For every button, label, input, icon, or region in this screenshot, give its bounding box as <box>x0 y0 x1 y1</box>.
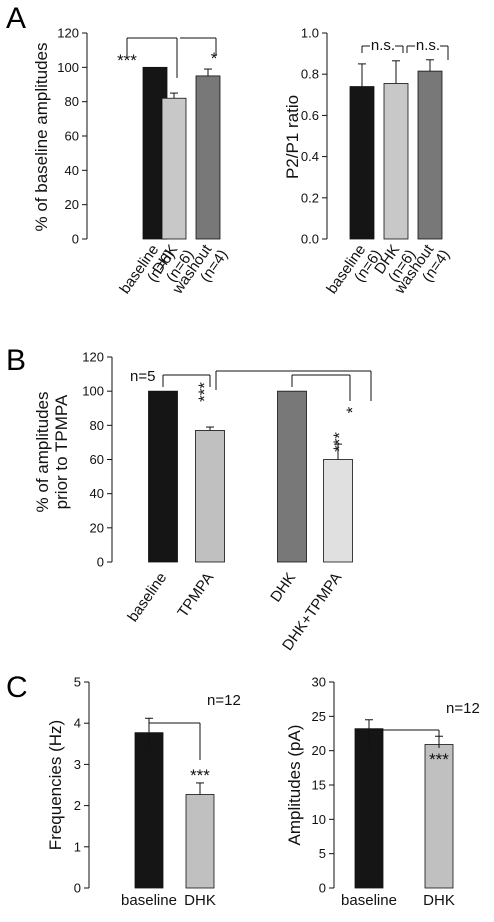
y-axis-label-line: prior to TPMPA <box>52 394 71 509</box>
annotation-text: n=5 <box>130 368 155 385</box>
y-axis-label-line: % of amplitudes <box>33 392 52 513</box>
y-tick-label: 15 <box>312 778 326 793</box>
y-axis-label: P2/P1 ratio <box>283 95 302 179</box>
panel-label-b: B <box>6 344 26 377</box>
x-category-label: DHK <box>267 570 299 606</box>
y-tick-label: 0.0 <box>301 232 319 247</box>
y-tick-label: 0 <box>97 555 104 570</box>
bar <box>185 794 215 889</box>
x-category-label-line: baseline <box>124 570 170 626</box>
y-tick-label: 3 <box>74 757 81 772</box>
chart-c1: 0 1 2 3 4 5 Frequencies (Hz) baseline DHK n=12 *** <box>46 675 241 910</box>
y-axis-label: % of amplitudesprior to TPMPA <box>33 392 71 513</box>
y-axis-label: % of baseline amplitudes <box>32 42 51 231</box>
y-axis-label-line: Frequencies (Hz) <box>46 720 65 850</box>
y-tick-label: 2 <box>74 798 81 813</box>
x-category-label-line: DHK <box>267 570 299 606</box>
x-category-label: baseline <box>121 892 177 909</box>
bar <box>195 75 221 240</box>
y-tick-label: 4 <box>74 716 81 731</box>
significance-stars: *** <box>330 432 349 452</box>
panel-label-a: A <box>6 2 26 35</box>
chart-a2: 0.00.20.40.60.81.0P2/P1 ratiobaseline(n=… <box>283 26 453 298</box>
bar <box>148 390 178 563</box>
y-axis-label: Frequencies (Hz) <box>46 720 65 850</box>
y-tick-label: 1 <box>74 839 81 854</box>
y-tick-label: 20 <box>312 743 326 758</box>
bar <box>424 744 454 889</box>
y-tick-label: 25 <box>312 709 326 724</box>
annotation-text: n.s. <box>416 37 440 54</box>
annotation-text: n.s. <box>371 37 395 54</box>
y-tick-label: 120 <box>82 350 104 365</box>
bar <box>195 430 225 563</box>
x-category-label: baseline <box>341 892 397 909</box>
annotation-text: n=12 <box>207 692 241 709</box>
bar <box>354 728 384 889</box>
bar <box>161 97 187 240</box>
x-category-label: DHK <box>184 892 216 909</box>
y-tick-label: 20 <box>65 197 79 212</box>
bar <box>134 732 164 889</box>
y-tick-label: 0 <box>319 881 326 896</box>
significance-stars: *** <box>190 766 210 785</box>
bar <box>277 390 307 563</box>
y-tick-label: 60 <box>65 129 79 144</box>
y-tick-label: 10 <box>312 812 326 827</box>
x-category-label-line: TPMPA <box>174 570 217 621</box>
chart-c2: 0 5 10 15 20 25 30 Amplitudes (pA) baseline DHK n=… <box>285 675 480 910</box>
x-category-label: baseline <box>124 570 170 626</box>
chart-b: 0 20 40 60 80 100 120 % of amplitudesprior to T… <box>33 350 372 654</box>
x-category-label: DHK <box>423 892 455 909</box>
significance-stars: * <box>343 406 362 413</box>
y-tick-label: 60 <box>90 452 104 467</box>
significance-stars: * <box>211 49 218 68</box>
significance-stars: *** <box>429 750 449 769</box>
y-tick-label: 100 <box>57 60 79 75</box>
y-tick-label: 40 <box>90 486 104 501</box>
y-tick-label: 40 <box>65 163 79 178</box>
y-tick-label: 30 <box>312 675 326 690</box>
y-tick-label: 5 <box>319 846 326 861</box>
annotation-text: n=12 <box>446 700 480 717</box>
y-axis-label-line: Amplitudes (pA) <box>285 725 304 846</box>
x-category-label: TPMPA <box>174 570 217 621</box>
y-tick-label: 80 <box>65 94 79 109</box>
y-tick-label: 0.4 <box>301 149 319 164</box>
y-tick-label: 0.8 <box>301 67 319 82</box>
significance-stars: *** <box>195 382 214 402</box>
y-axis-label-line: P2/P1 ratio <box>283 95 302 179</box>
y-tick-label: 0 <box>74 881 81 896</box>
bar <box>383 83 409 240</box>
y-tick-label: 0 <box>72 232 79 247</box>
y-tick-label: 5 <box>74 675 81 690</box>
y-axis-label-line: % of baseline amplitudes <box>32 42 51 231</box>
y-axis-label: Amplitudes (pA) <box>285 725 304 846</box>
bar <box>323 459 353 563</box>
bar <box>417 70 443 240</box>
y-tick-label: 120 <box>57 26 79 41</box>
y-tick-label: 100 <box>82 384 104 399</box>
y-tick-label: 80 <box>90 418 104 433</box>
y-tick-label: 0.2 <box>301 190 319 205</box>
significance-stars: *** <box>117 51 137 70</box>
panel-label-c: C <box>6 671 28 704</box>
y-tick-label: 0.6 <box>301 108 319 123</box>
y-tick-label: 1.0 <box>301 26 319 41</box>
y-tick-label: 20 <box>90 520 104 535</box>
bar <box>349 86 375 240</box>
